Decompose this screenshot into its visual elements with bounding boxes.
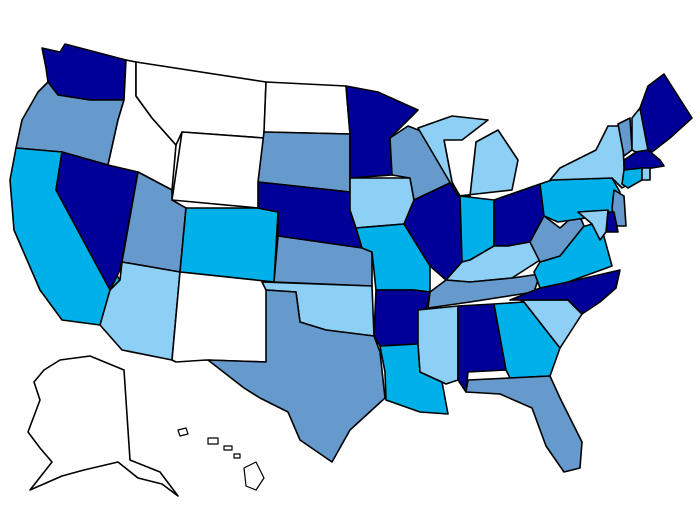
state-nm	[171, 271, 275, 363]
state-md	[577, 209, 609, 241]
state-me	[639, 73, 693, 153]
state-ma	[623, 149, 665, 171]
state-ks	[273, 235, 373, 287]
state-ri	[641, 167, 651, 181]
state-wy	[171, 131, 265, 209]
state-mi	[417, 115, 519, 197]
state-hi	[177, 427, 265, 491]
state-ms	[417, 305, 459, 385]
state-ak	[27, 355, 179, 497]
state-ia	[349, 177, 415, 229]
state-ct	[621, 167, 643, 189]
state-tx	[207, 289, 386, 463]
state-co	[179, 207, 279, 283]
state-nd	[263, 81, 351, 135]
state-fl	[465, 375, 583, 473]
